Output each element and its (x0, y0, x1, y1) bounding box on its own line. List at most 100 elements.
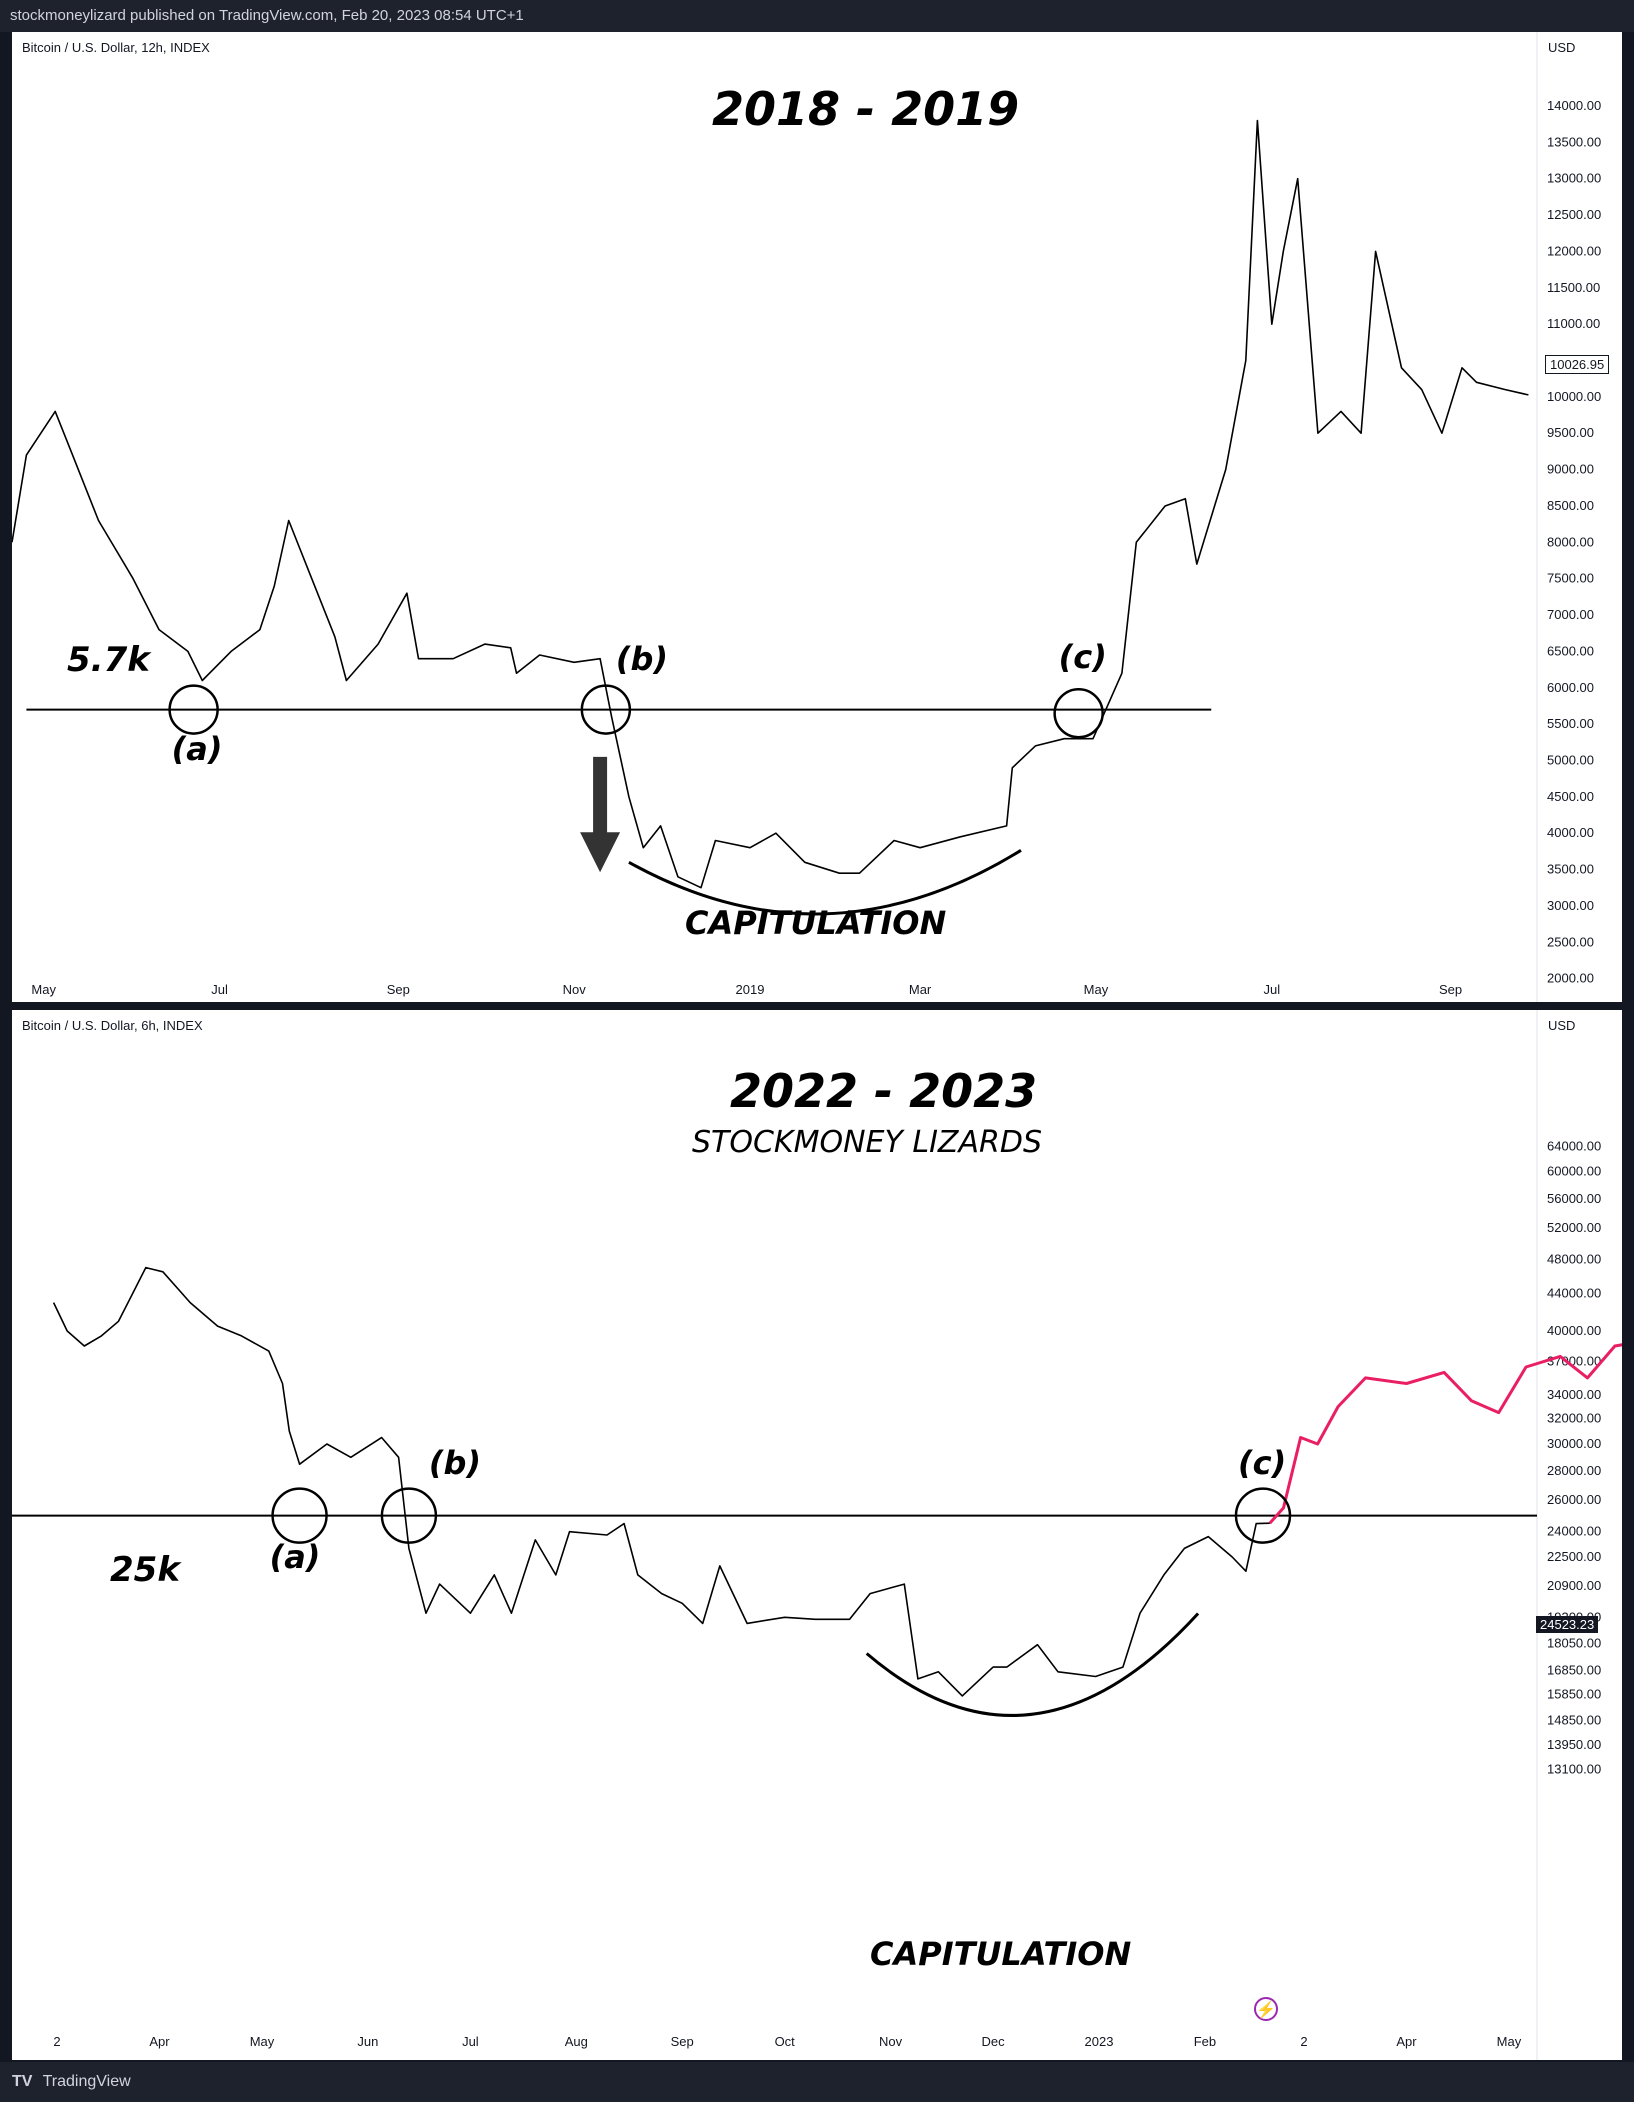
y-tick-label: 14850.00 (1547, 1712, 1601, 1727)
y-tick-label: 20900.00 (1547, 1578, 1601, 1593)
y-tick-label: 48000.00 (1547, 1251, 1601, 1266)
x-tick-label: Apr (1396, 2034, 1417, 2049)
chart-title: 2018 - 2019 (712, 82, 1020, 136)
y-tick-label: 2000.00 (1547, 971, 1594, 986)
circle-label-a: (a) (171, 729, 223, 768)
chart-panel-2018-2019[interactable]: USD 14000.00 13500.00 13000.00 12500.00 12000… (12, 32, 1622, 1002)
y-tick-label: 13000.00 (1547, 171, 1601, 186)
y-tick-label: 64000.00 (1547, 1138, 1601, 1153)
projection-series-line (1268, 1343, 1622, 1525)
y-tick-label: 6500.00 (1547, 643, 1594, 658)
price-series-line (12, 119, 1529, 889)
price-series-line (52, 1266, 1270, 1697)
chart-2022-2023-svg[interactable]: USD 64000.00 60000.00 56000.00 52000.00 48000… (12, 1010, 1622, 2060)
y-tick-label: 7000.00 (1547, 607, 1594, 622)
y-tick-label: 13100.00 (1547, 1762, 1601, 1777)
y-tick-label: 40000.00 (1547, 1323, 1601, 1338)
y-tick-label: 44000.00 (1547, 1286, 1601, 1301)
y-tick-label: 12500.00 (1547, 207, 1601, 222)
annotation-circle (1234, 1487, 1292, 1544)
chart-2018-2019-svg[interactable]: USD 14000.00 13500.00 13000.00 12500.00 12000… (12, 32, 1622, 1002)
lightning-icon[interactable]: ⚡ (1254, 1997, 1278, 2021)
footer-brand[interactable]: TradingView (42, 2073, 131, 2090)
y-tick-label: 52000.00 (1547, 1220, 1601, 1235)
x-tick-label: Jul (462, 2034, 479, 2049)
x-tick-label: Aug (565, 2034, 588, 2049)
x-tick-label: Jun (357, 2034, 378, 2049)
y-tick-label: 11500.00 (1547, 280, 1600, 295)
y-tick-label: 9500.00 (1547, 425, 1594, 440)
y-tick-label: 15850.00 (1547, 1687, 1601, 1702)
x-tick-label: Jul (1263, 982, 1280, 997)
footer: TV TradingView (0, 2062, 1634, 2102)
x-tick-label: May (250, 2034, 275, 2049)
x-tick-label: Mar (909, 982, 932, 997)
annotation-circle (380, 1487, 438, 1544)
last-price-badge: 10026.95 (1545, 355, 1610, 374)
last-price-badge: 24523.23 (1536, 1616, 1599, 1633)
y-tick-label: 34000.00 (1547, 1387, 1601, 1402)
circle-label-a: (a) (269, 1537, 321, 1576)
x-tick-label: Jul (211, 982, 228, 997)
y-tick-label: 3000.00 (1547, 898, 1594, 913)
y-tick-label: 60000.00 (1547, 1164, 1601, 1179)
annotation-circle (271, 1487, 328, 1544)
y-tick-label: 32000.00 (1547, 1411, 1601, 1426)
symbol-label: Bitcoin / U.S. Dollar, 12h, INDEX (22, 40, 210, 55)
y-tick-label: 12000.00 (1547, 243, 1601, 258)
x-tick-label: Nov (563, 982, 587, 997)
y-tick-label: 10000.00 (1547, 389, 1601, 404)
circle-label-b: (b) (615, 639, 668, 678)
x-tick-label: 2 (53, 2034, 60, 2049)
y-tick-label: 24000.00 (1547, 1524, 1601, 1539)
y-tick-label: 9000.00 (1547, 462, 1594, 477)
level-label: 5.7k (67, 640, 150, 680)
x-tick-label: Sep (671, 2034, 694, 2049)
y-tick-label: 11000.00 (1547, 316, 1600, 331)
chart-subtitle: STOCKMONEY LIZARDS (692, 1125, 1042, 1160)
capitulation-label: CAPITULATION (870, 1935, 1132, 1973)
x-tick-label: Feb (1194, 2034, 1216, 2049)
level-label: 25k (110, 1550, 180, 1590)
y-tick-label: 4000.00 (1547, 825, 1594, 840)
x-tick-label: Oct (775, 2034, 796, 2049)
down-arrow-icon (580, 756, 621, 873)
x-tick-label: Dec (982, 2034, 1006, 2049)
y-tick-label: 18050.00 (1547, 1636, 1601, 1651)
y-tick-label: 7500.00 (1547, 571, 1594, 586)
axis-unit: USD (1548, 1018, 1575, 1033)
axis-unit: USD (1548, 40, 1575, 55)
x-tick-label: Sep (387, 982, 410, 997)
y-tick-label: 28000.00 (1547, 1463, 1601, 1478)
x-tick-label: May (31, 982, 56, 997)
y-tick-label: 13950.00 (1547, 1737, 1601, 1752)
capitulation-label: CAPITULATION (685, 904, 947, 942)
y-tick-label: 6000.00 (1547, 680, 1594, 695)
x-tick-label: May (1084, 982, 1109, 997)
capitulation-arc (865, 1612, 1200, 1717)
y-tick-label: 8000.00 (1547, 534, 1594, 549)
symbol-label: Bitcoin / U.S. Dollar, 6h, INDEX (22, 1018, 203, 1033)
annotation-circle (580, 684, 632, 735)
y-tick-label: 5500.00 (1547, 716, 1594, 731)
y-tick-label: 8500.00 (1547, 498, 1594, 513)
tradingview-logo-icon[interactable]: TV (12, 2073, 33, 2090)
circle-label-b: (b) (428, 1443, 482, 1482)
x-tick-label: May (1497, 2034, 1522, 2049)
y-tick-label: 4500.00 (1547, 789, 1594, 804)
chart-title: 2022 - 2023 (730, 1064, 1038, 1118)
publish-info: stockmoneylizard published on TradingVie… (10, 7, 524, 24)
capitulation-arc (628, 849, 1022, 916)
publish-header: stockmoneylizard published on TradingVie… (0, 0, 1634, 32)
y-tick-label: 5000.00 (1547, 752, 1594, 767)
y-tick-label: 22500.00 (1547, 1549, 1601, 1564)
y-tick-label: 26000.00 (1547, 1492, 1601, 1507)
chart-panel-2022-2023[interactable]: USD 64000.00 60000.00 56000.00 52000.00 48000… (12, 1010, 1622, 2060)
y-tick-label: 30000.00 (1547, 1436, 1601, 1451)
annotation-circle (168, 684, 219, 735)
circle-label-c: (c) (1237, 1443, 1287, 1482)
y-tick-label: 2500.00 (1547, 934, 1594, 949)
y-tick-label: 14000.00 (1547, 98, 1601, 113)
y-tick-label: 3500.00 (1547, 862, 1594, 877)
x-tick-label: Sep (1439, 982, 1462, 997)
